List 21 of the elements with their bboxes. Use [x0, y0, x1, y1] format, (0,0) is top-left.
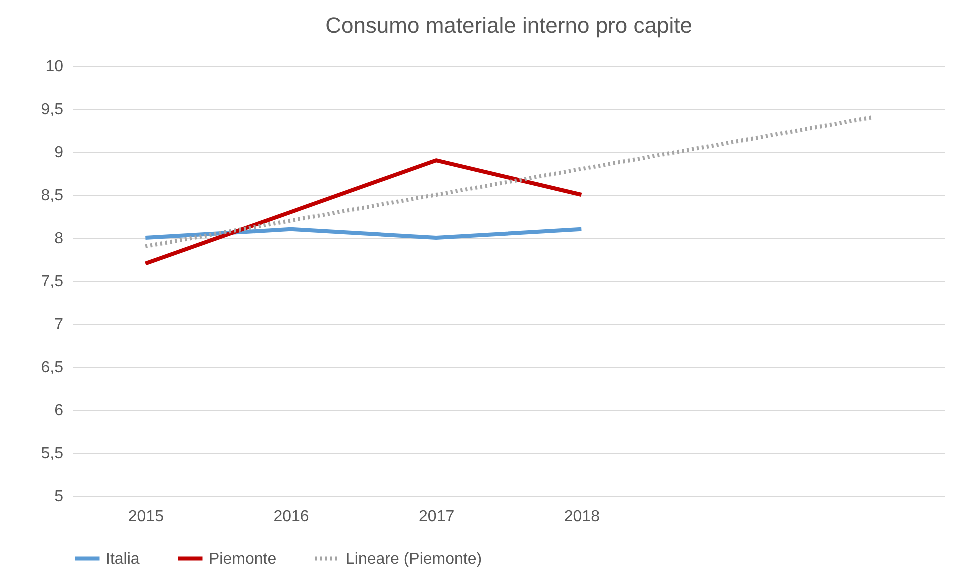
- x-tick-label: 2015: [128, 508, 164, 526]
- y-tick-label: 10: [46, 58, 64, 76]
- y-tick-label: 7,5: [41, 274, 64, 290]
- y-tick-label: 8: [54, 230, 64, 248]
- y-tick-label: 7: [54, 316, 64, 334]
- line-series: [144, 116, 874, 249]
- legend-label: Piemonte: [209, 550, 277, 568]
- y-tick-label: 6,5: [41, 360, 64, 376]
- legend-label: Lineare (Piemonte): [346, 550, 482, 568]
- y-tick-label: 5: [54, 488, 64, 506]
- x-tick-label: 2016: [274, 508, 310, 526]
- y-tick-label: 9: [54, 144, 64, 162]
- x-tick-label: 2017: [419, 508, 455, 526]
- y-tick-label: 5,5: [41, 446, 64, 462]
- y-tick-label: 6: [54, 402, 64, 420]
- y-tick-label: 9,5: [41, 102, 64, 118]
- y-tick-label: 8,5: [41, 188, 64, 204]
- legend-label: Italia: [106, 550, 140, 568]
- chart-title: Consumo materiale interno pro capite: [326, 13, 692, 38]
- x-tick-label: 2018: [564, 508, 600, 526]
- line-series: [144, 158, 584, 266]
